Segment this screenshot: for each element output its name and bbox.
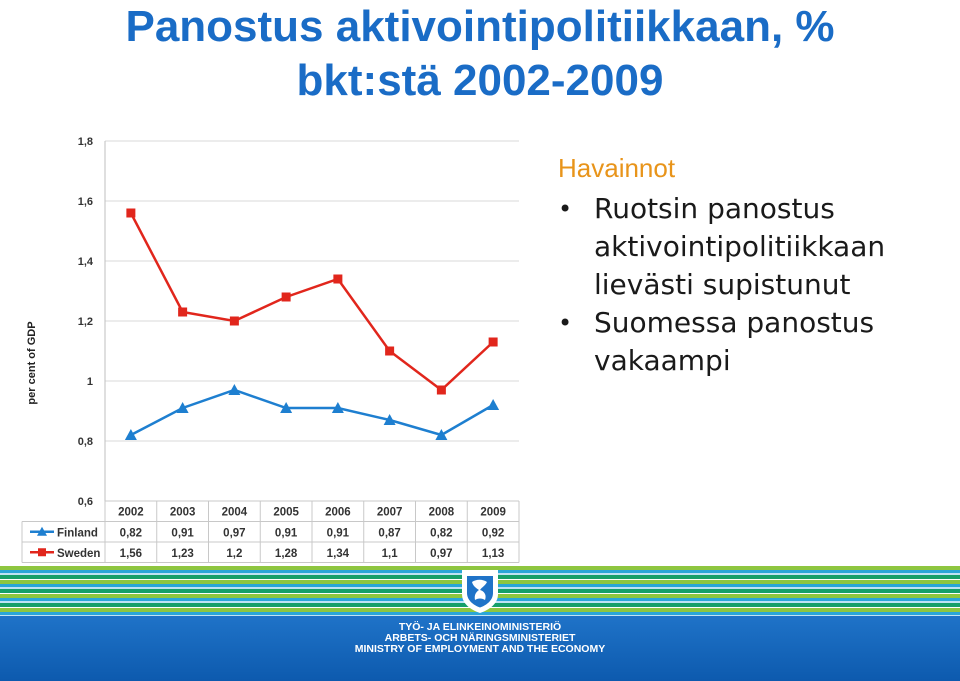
y-tick-label: 1,2 <box>78 316 93 328</box>
footer: TYÖ- JA ELINKEINOMINISTERIÖ ARBETS- OCH … <box>0 566 960 681</box>
table-cell-finland-2003: 0,91 <box>171 527 194 539</box>
x-tick-label: 2003 <box>170 507 196 519</box>
table-cell-finland-2007: 0,87 <box>378 527 400 539</box>
y-tick-label: 0,8 <box>78 436 93 448</box>
table-cell-sweden-2008: 0,97 <box>430 548 452 560</box>
x-tick-label: 2007 <box>377 507 403 519</box>
observation-finland: Suomessa panostus vakaampi <box>558 304 948 380</box>
data-point-finland-2002 <box>124 429 137 440</box>
observation-finland-line-1: Suomessa panostus <box>594 306 875 339</box>
observations-list: Ruotsin panostus aktivointipolitiikkaan … <box>558 190 948 380</box>
table-cell-sweden-2004: 1,2 <box>226 548 242 560</box>
y-tick-label: 1,8 <box>78 136 93 148</box>
table-cell-finland-2008: 0,82 <box>430 527 452 539</box>
observation-finland-line-2: vakaampi <box>594 344 731 377</box>
observation-sweden-line-1: Ruotsin panostus <box>594 192 835 225</box>
observation-sweden: Ruotsin panostus aktivointipolitiikkaan … <box>558 190 948 304</box>
data-point-finland-2004 <box>228 384 241 395</box>
data-point-sweden-2004 <box>229 316 239 326</box>
legend-label-finland: Finland <box>57 527 98 539</box>
data-point-finland-2009 <box>487 399 500 410</box>
table-cell-sweden-2003: 1,23 <box>171 548 193 560</box>
table-cell-sweden-2005: 1,28 <box>275 548 298 560</box>
ministry-name-fi: TYÖ- JA ELINKEINOMINISTERIÖ <box>398 621 562 633</box>
y-tick-label: 1,4 <box>78 256 94 268</box>
table-cell-finland-2006: 0,91 <box>327 527 350 539</box>
data-point-finland-2007 <box>383 414 396 425</box>
x-tick-label: 2009 <box>480 507 506 519</box>
slide-title-line-1: Panostus aktivointipolitiikkaan, % <box>125 2 835 51</box>
x-tick-label: 2006 <box>325 507 351 519</box>
legend-marker-sweden <box>38 548 46 557</box>
table-cell-finland-2002: 0,82 <box>120 527 142 539</box>
table-cell-finland-2004: 0,97 <box>223 527 245 539</box>
table-cell-sweden-2007: 1,1 <box>382 548 399 560</box>
series-line-sweden <box>129 212 494 392</box>
slide-title: Panostus aktivointipolitiikkaan, % bkt:s… <box>0 0 960 108</box>
data-point-sweden-2002 <box>126 208 136 218</box>
table-cell-finland-2005: 0,91 <box>275 527 298 539</box>
data-point-finland-2005 <box>280 402 293 413</box>
x-tick-label: 2002 <box>118 507 144 519</box>
lion-crest-icon <box>462 570 498 613</box>
data-point-sweden-2003 <box>178 307 188 317</box>
data-point-sweden-2005 <box>281 292 291 302</box>
table-cell-sweden-2006: 1,34 <box>327 548 350 560</box>
y-axis-label: per cent of GDP <box>26 321 38 404</box>
observations-panel: Havainnot Ruotsin panostus aktivointipol… <box>558 152 948 380</box>
table-cell-sweden-2009: 1,13 <box>482 548 504 560</box>
ministry-name-sv: ARBETS- OCH NÄRINGSMINISTERIET <box>384 632 576 644</box>
data-point-finland-2008 <box>435 429 448 440</box>
y-tick-label: 1 <box>87 376 93 388</box>
series-line-finland <box>130 388 494 437</box>
data-point-sweden-2007 <box>385 346 395 356</box>
data-point-sweden-2008 <box>436 385 446 395</box>
observation-sweden-line-3: lievästi supistunut <box>594 268 851 301</box>
slide-title-line-2: bkt:stä 2002-2009 <box>296 56 664 105</box>
legend-marker-finland <box>37 526 47 536</box>
table-cell-finland-2009: 0,92 <box>482 527 504 539</box>
y-tick-label: 1,6 <box>78 196 93 208</box>
data-point-sweden-2006 <box>333 274 343 284</box>
table-cell-sweden-2002: 1,56 <box>120 548 142 560</box>
observation-sweden-line-2: aktivointipolitiikkaan <box>594 230 886 263</box>
data-point-finland-2006 <box>331 402 344 413</box>
x-tick-label: 2004 <box>222 507 248 519</box>
observations-heading: Havainnot <box>558 153 676 183</box>
line-chart: per cent of GDP 0,6 0,8 1 1,2 1,4 1,6 1,8 2002… <box>21 136 520 563</box>
ministry-name: TYÖ- JA ELINKEINOMINISTERIÖ ARBETS- OCH … <box>300 622 660 655</box>
legend-label-sweden: Sweden <box>57 548 100 560</box>
data-point-finland-2003 <box>176 402 189 413</box>
data-point-sweden-2009 <box>488 337 498 347</box>
y-tick-label: 0,6 <box>78 496 93 508</box>
ministry-name-en: MINISTRY OF EMPLOYMENT AND THE ECONOMY <box>354 643 606 655</box>
footer-band <box>0 616 960 681</box>
x-tick-label: 2005 <box>273 507 299 519</box>
x-tick-label: 2008 <box>429 507 455 519</box>
